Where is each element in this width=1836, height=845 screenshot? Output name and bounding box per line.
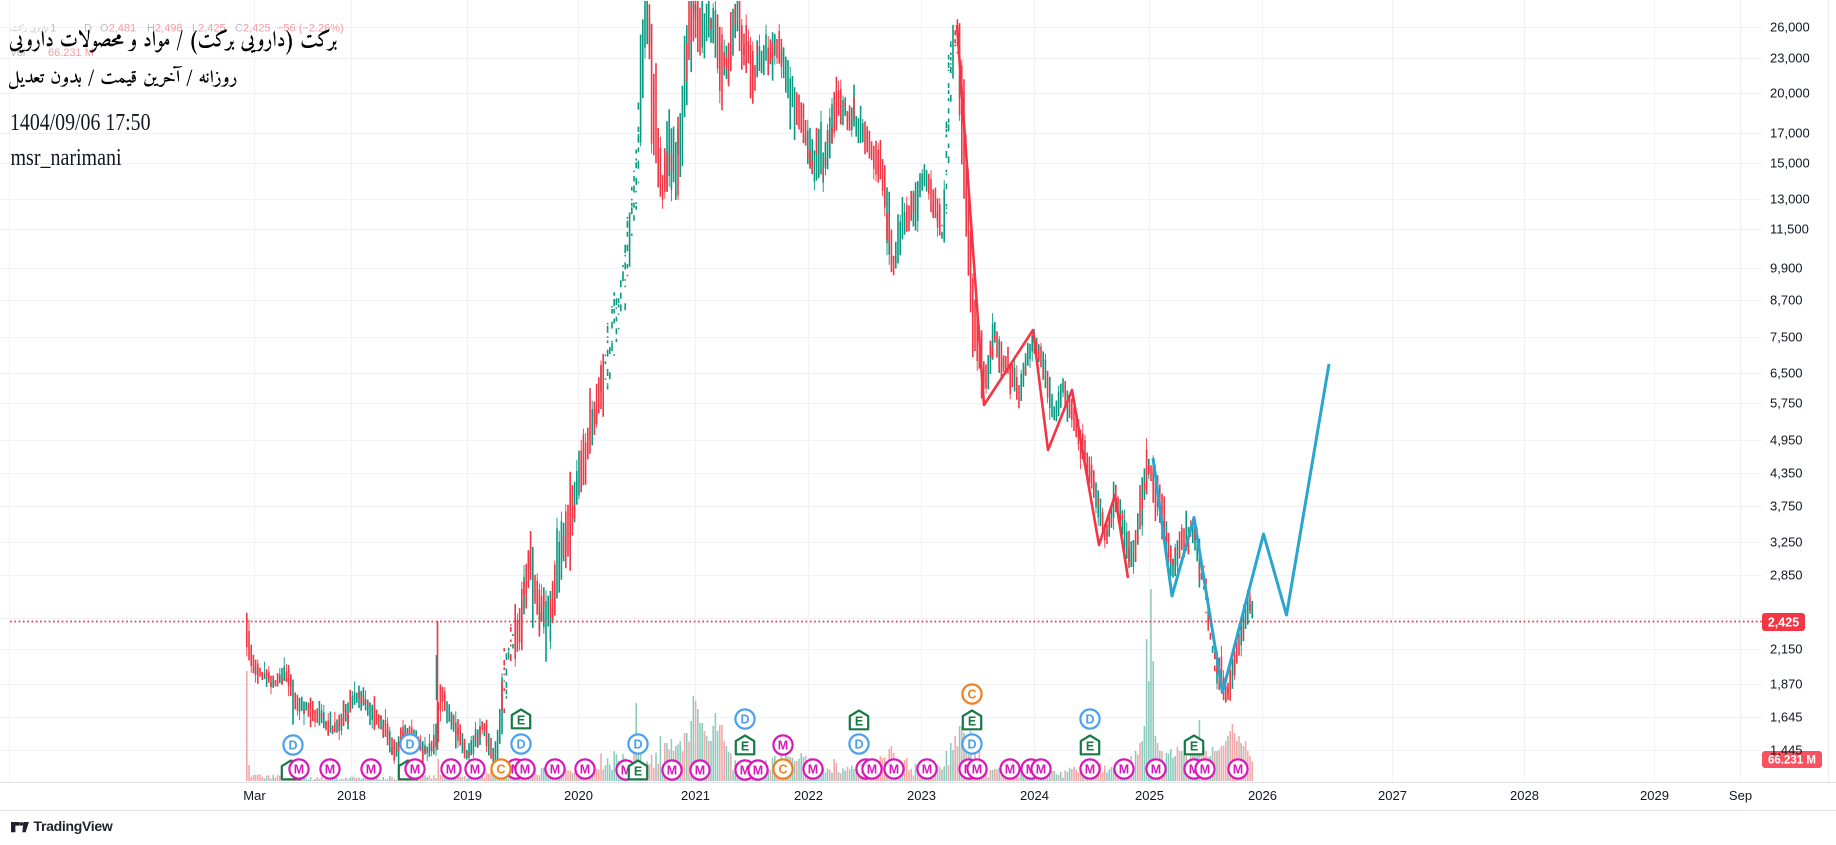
svg-text:E: E	[741, 740, 749, 754]
svg-text:D: D	[288, 739, 297, 753]
svg-text:2028: 2028	[1510, 788, 1539, 803]
svg-text:2021: 2021	[681, 788, 710, 803]
svg-text:D: D	[84, 23, 92, 35]
svg-text:2029: 2029	[1640, 788, 1669, 803]
svg-text:M: M	[1233, 763, 1243, 777]
svg-text:M: M	[325, 763, 335, 777]
svg-text:M: M	[695, 764, 705, 778]
svg-text:E: E	[968, 715, 976, 729]
svg-text:2023: 2023	[907, 788, 936, 803]
svg-text:M: M	[294, 763, 304, 777]
svg-text:M: M	[753, 764, 763, 778]
svg-text:E: E	[517, 714, 525, 728]
svg-text:TradingView: TradingView	[34, 818, 113, 834]
svg-text:M: M	[778, 739, 788, 753]
svg-text:E: E	[1190, 740, 1198, 754]
svg-text:M: M	[808, 763, 818, 777]
svg-text:M: M	[621, 764, 631, 778]
svg-text:66.231 M: 66.231 M	[1768, 755, 1816, 767]
svg-text:E: E	[634, 765, 642, 779]
svg-text:M: M	[410, 763, 420, 777]
svg-text:5,750: 5,750	[1770, 396, 1803, 411]
svg-text:26,000: 26,000	[1770, 20, 1810, 35]
svg-text:D: D	[854, 738, 863, 752]
svg-text:M: M	[1036, 763, 1046, 777]
svg-text:3,750: 3,750	[1770, 499, 1803, 514]
svg-text:M: M	[550, 763, 560, 777]
svg-text:H2,498: H2,498	[147, 23, 182, 35]
svg-text:D: D	[516, 738, 525, 752]
svg-text:2024: 2024	[1020, 788, 1049, 803]
svg-text:D: D	[1085, 713, 1094, 727]
svg-text:M: M	[580, 763, 590, 777]
svg-text:E: E	[855, 715, 863, 729]
svg-text:−56 (−2.26%): −56 (−2.26%)	[277, 23, 344, 35]
svg-text:M: M	[366, 763, 376, 777]
svg-text:C2,425: C2,425	[235, 23, 270, 35]
svg-text:15,000: 15,000	[1770, 156, 1810, 171]
svg-text:6,500: 6,500	[1770, 366, 1803, 381]
svg-text:Sep: Sep	[1729, 788, 1752, 803]
svg-text:D: D	[405, 738, 414, 752]
svg-text:M: M	[1200, 763, 1210, 777]
svg-text:M: M	[520, 763, 530, 777]
svg-text:M: M	[1189, 763, 1199, 777]
svg-text:Mar: Mar	[243, 788, 266, 803]
svg-text:2022: 2022	[794, 788, 823, 803]
svg-text:msr_narimani: msr_narimani	[11, 145, 122, 171]
svg-text:M: M	[889, 763, 899, 777]
svg-text:M: M	[1151, 763, 1161, 777]
svg-text:M: M	[1005, 763, 1015, 777]
svg-text:1,645: 1,645	[1770, 710, 1803, 725]
svg-text:M: M	[470, 763, 480, 777]
svg-text:1404/09/06 17:50: 1404/09/06 17:50	[10, 110, 151, 136]
svg-text:2025: 2025	[1135, 788, 1164, 803]
svg-text:2018: 2018	[337, 788, 366, 803]
svg-text:23,000: 23,000	[1770, 51, 1810, 66]
svg-text:2,425: 2,425	[1768, 616, 1799, 630]
svg-text:M: M	[922, 763, 932, 777]
svg-text:C: C	[496, 763, 505, 777]
svg-text:8,700: 8,700	[1770, 293, 1803, 308]
svg-text:O2,481: O2,481	[100, 23, 136, 35]
svg-text:4,350: 4,350	[1770, 466, 1803, 481]
svg-text:66.231 M: 66.231 M	[48, 47, 94, 59]
svg-text:17,000: 17,000	[1770, 126, 1810, 141]
svg-text:D: D	[633, 738, 642, 752]
svg-text:2,850: 2,850	[1770, 568, 1803, 583]
svg-text:1,445: 1,445	[1770, 743, 1803, 758]
svg-text:2019: 2019	[453, 788, 482, 803]
svg-text:M: M	[740, 764, 750, 778]
svg-text:9,900: 9,900	[1770, 261, 1803, 276]
svg-text:2,150: 2,150	[1770, 642, 1803, 657]
svg-text:, 1: , 1	[44, 23, 56, 35]
svg-text:M: M	[446, 763, 456, 777]
svg-text:1,870: 1,870	[1770, 677, 1803, 692]
svg-text:M: M	[1119, 763, 1129, 777]
svg-text:L2,425: L2,425	[192, 23, 226, 35]
svg-text:M: M	[1085, 763, 1095, 777]
svg-text:7,500: 7,500	[1770, 330, 1803, 345]
svg-text:D: D	[740, 713, 749, 727]
svg-text:M: M	[867, 763, 877, 777]
svg-text:D: D	[967, 738, 976, 752]
svg-text:C: C	[967, 688, 976, 702]
svg-text:E: E	[1086, 740, 1094, 754]
svg-text:M: M	[667, 764, 677, 778]
svg-text:11,500: 11,500	[1770, 222, 1809, 237]
svg-text:13,000: 13,000	[1770, 192, 1810, 207]
svg-text:4,950: 4,950	[1770, 433, 1803, 448]
svg-text:3,250: 3,250	[1770, 535, 1803, 550]
svg-text:M: M	[972, 763, 982, 777]
svg-text:C: C	[778, 763, 787, 777]
svg-text:2020: 2020	[564, 788, 593, 803]
svg-text:2027: 2027	[1378, 788, 1407, 803]
svg-text:20,000: 20,000	[1770, 86, 1810, 101]
svg-text:2026: 2026	[1248, 788, 1277, 803]
